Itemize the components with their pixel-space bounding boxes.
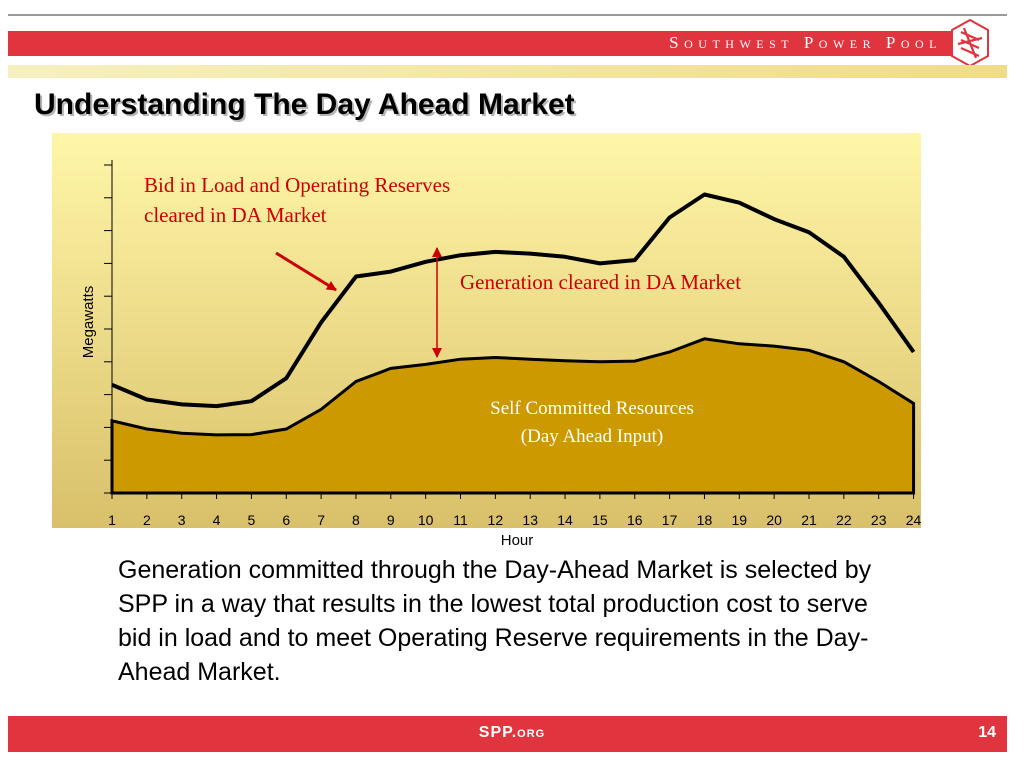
- bid-load-arrow: [275, 251, 337, 292]
- x-tick-label: 6: [282, 512, 290, 528]
- x-axis-ticks: [111, 493, 915, 499]
- x-tick-label: 16: [627, 512, 643, 528]
- self-committed-annotation-line1: Self Committed Resources: [490, 398, 694, 419]
- x-tick-label: 18: [697, 512, 713, 528]
- x-tick-label: 4: [213, 512, 221, 528]
- x-tick-label: 23: [871, 512, 887, 528]
- x-tick-label: 5: [248, 512, 256, 528]
- x-tick-label: 14: [557, 512, 573, 528]
- y-axis-title: Megawatts: [80, 286, 97, 359]
- x-tick-label: 17: [662, 512, 678, 528]
- x-tick-label: 2: [143, 512, 151, 528]
- x-tick-label: 19: [732, 512, 748, 528]
- x-tick-label: 7: [317, 512, 325, 528]
- gold-strip: [8, 65, 1007, 78]
- brand-name: Southwest Power Pool: [669, 33, 942, 52]
- x-tick-label: 21: [801, 512, 817, 528]
- x-axis-title: Hour: [501, 532, 534, 549]
- bid-load-annotation-line2: cleared in DA Market: [144, 203, 327, 227]
- bid-load-annotation-line1: Bid in Load and Operating Reserves: [144, 173, 450, 197]
- y-axis-ticks: [104, 164, 112, 494]
- bullet-marker: [64, 556, 86, 578]
- footer-site-link[interactable]: SPP.org: [478, 724, 546, 741]
- self-committed-annotation-line2: (Day Ahead Input): [521, 426, 663, 447]
- brand-bar: [8, 31, 952, 56]
- x-tick-label: 22: [836, 512, 852, 528]
- x-tick-label: 20: [766, 512, 782, 528]
- page-number: 14: [978, 724, 996, 741]
- x-tick-label: 24: [906, 512, 922, 528]
- x-tick-label: 3: [178, 512, 186, 528]
- self-committed-area: [110, 337, 916, 495]
- x-axis-tick-labels: 1 2 3 4 5 6 7 8 9 10 11 12 13 14 15 16 17 18 19 20 21 22 23 24: [108, 512, 921, 528]
- x-tick-label: 11: [453, 512, 468, 528]
- top-rule: [8, 14, 1007, 16]
- generation-line: [111, 192, 916, 409]
- x-tick-label: 1: [108, 512, 116, 528]
- bullet-text: Generation committed through the Day-Ahe…: [118, 556, 872, 686]
- generation-annotation: Generation cleared in DA Market: [460, 270, 741, 294]
- x-tick-label: 10: [418, 512, 434, 528]
- x-tick-label: 13: [522, 512, 538, 528]
- x-tick-label: 9: [387, 512, 395, 528]
- slide-title: Understanding The Day Ahead Market: [34, 88, 575, 121]
- footer-bar: [8, 716, 1007, 752]
- x-tick-label: 15: [592, 512, 608, 528]
- x-tick-label: 8: [352, 512, 360, 528]
- x-tick-label: 12: [488, 512, 504, 528]
